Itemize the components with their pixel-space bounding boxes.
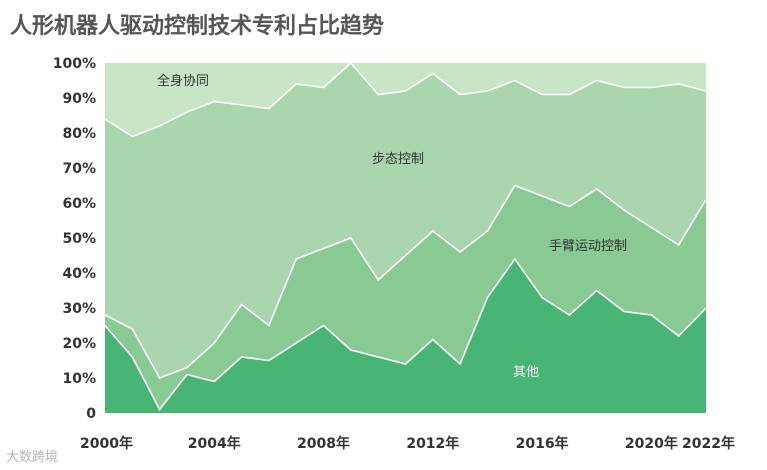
- x-tick-label: 2004年: [188, 435, 241, 452]
- boundary-line-其他: [104, 257, 707, 411]
- area-全身协同: [105, 63, 706, 137]
- y-tick-label: 20%: [62, 336, 96, 352]
- y-tick-label: 50%: [62, 231, 96, 247]
- x-tick-label: 2022年: [682, 435, 735, 452]
- y-tick-label: 90%: [62, 91, 96, 107]
- x-tick-label: 2008年: [297, 435, 350, 452]
- label-其他: 其他: [513, 365, 539, 380]
- label-手臂运动控制: 手臂运动控制: [549, 239, 627, 254]
- boundary-line-手臂运动控制: [104, 184, 707, 379]
- y-tick-label: 30%: [62, 301, 96, 317]
- boundary-line-步态控制: [104, 61, 707, 138]
- y-tick-label: 10%: [62, 371, 96, 387]
- area-步态控制: [105, 63, 706, 378]
- y-tick-label: 70%: [62, 161, 96, 177]
- area-手臂运动控制: [105, 185, 706, 410]
- y-tick-label: 80%: [62, 126, 96, 142]
- y-tick-label: 100%: [53, 56, 96, 72]
- chart-title: 人形机器人驱动控制技术专利占比趋势: [10, 14, 385, 39]
- x-tick-label: 2000年: [80, 435, 133, 452]
- x-tick-label: 2012年: [406, 435, 459, 452]
- watermark: 大数跨境: [6, 450, 59, 465]
- y-tick-label: 40%: [62, 266, 96, 282]
- y-tick-label: 60%: [62, 196, 96, 212]
- x-tick-label: 2020年: [625, 435, 678, 452]
- x-tick-label: 2016年: [516, 435, 569, 452]
- label-步态控制: 步态控制: [372, 152, 424, 167]
- area-其他: [105, 259, 706, 413]
- y-tick-label: 0: [86, 406, 96, 422]
- label-全身协同: 全身协同: [157, 73, 209, 89]
